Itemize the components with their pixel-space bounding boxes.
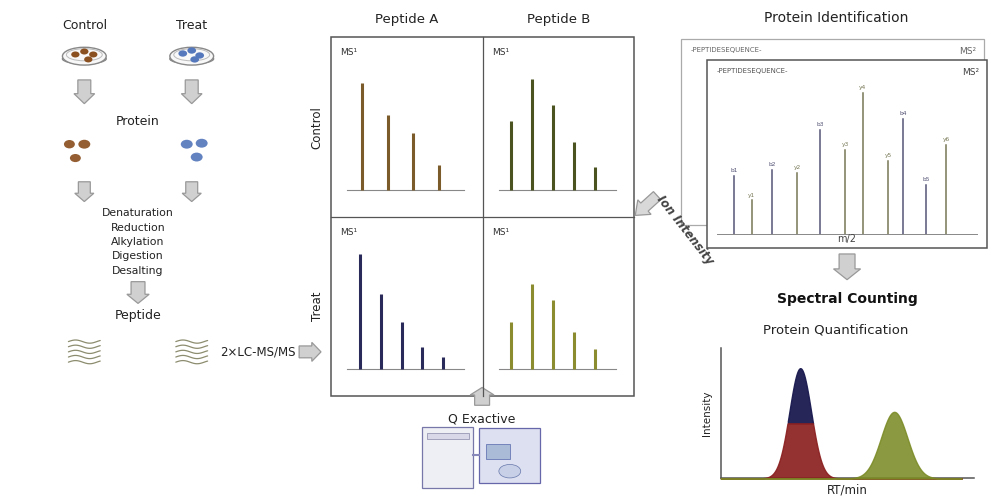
- Text: y5: y5: [884, 152, 892, 157]
- Ellipse shape: [64, 140, 75, 148]
- Ellipse shape: [178, 50, 187, 57]
- Text: m/2: m/2: [838, 234, 857, 244]
- Bar: [486, 444, 510, 459]
- Text: Peptide: Peptide: [115, 309, 161, 322]
- Text: MS²: MS²: [959, 47, 976, 56]
- Text: -PEPTIDESEQUENCE-: -PEPTIDESEQUENCE-: [717, 68, 788, 74]
- Text: Alkylation: Alkylation: [111, 237, 165, 247]
- Ellipse shape: [196, 139, 208, 148]
- Bar: [427, 433, 469, 439]
- Ellipse shape: [190, 56, 199, 62]
- Text: y6: y6: [943, 137, 950, 142]
- Text: b1: b1: [730, 168, 738, 173]
- Ellipse shape: [170, 47, 214, 65]
- Bar: [707, 60, 987, 248]
- Text: Protein Quantification: Protein Quantification: [763, 323, 909, 337]
- FancyArrow shape: [470, 387, 494, 405]
- Text: y3: y3: [841, 142, 849, 147]
- Ellipse shape: [70, 154, 81, 162]
- Text: Protein: Protein: [116, 115, 160, 128]
- Text: Q Exactive: Q Exactive: [448, 412, 516, 426]
- Bar: [422, 427, 473, 488]
- FancyArrow shape: [834, 254, 861, 280]
- Text: MS¹: MS¹: [340, 48, 357, 57]
- Text: Control: Control: [311, 106, 324, 148]
- Text: b2: b2: [768, 162, 776, 167]
- Ellipse shape: [62, 54, 106, 64]
- Bar: [681, 39, 984, 225]
- Ellipse shape: [181, 140, 193, 149]
- Text: b5: b5: [922, 177, 930, 182]
- Ellipse shape: [499, 464, 521, 478]
- Text: y4: y4: [762, 66, 769, 71]
- Text: y1: y1: [748, 193, 755, 198]
- Text: RT/min: RT/min: [827, 484, 868, 497]
- Ellipse shape: [62, 47, 106, 65]
- FancyArrow shape: [182, 182, 201, 202]
- Ellipse shape: [195, 52, 204, 59]
- FancyArrow shape: [181, 80, 202, 104]
- Text: MS¹: MS¹: [492, 228, 509, 236]
- Text: Treat: Treat: [311, 292, 324, 321]
- Text: Treat: Treat: [176, 19, 207, 32]
- Text: y2: y2: [793, 165, 801, 170]
- Text: b4: b4: [899, 111, 907, 116]
- FancyArrow shape: [75, 182, 94, 202]
- Text: -PEPTIDESEQUENCE-: -PEPTIDESEQUENCE-: [691, 47, 762, 53]
- Ellipse shape: [80, 48, 88, 54]
- Bar: [479, 428, 540, 483]
- Text: Digestion: Digestion: [112, 252, 164, 262]
- Text: 2×LC-MS/MS: 2×LC-MS/MS: [221, 346, 296, 358]
- Text: Denaturation: Denaturation: [102, 208, 174, 218]
- Text: Peptide A: Peptide A: [375, 13, 438, 26]
- Text: MS²: MS²: [962, 68, 979, 77]
- Ellipse shape: [187, 47, 196, 54]
- Ellipse shape: [71, 51, 80, 57]
- FancyArrow shape: [299, 343, 321, 361]
- Bar: [331, 37, 634, 396]
- Text: MS¹: MS¹: [492, 48, 509, 57]
- Text: Intensity: Intensity: [702, 390, 712, 436]
- Text: Desalting: Desalting: [112, 266, 164, 276]
- Text: Control: Control: [62, 19, 107, 32]
- Text: Ion Intensity: Ion Intensity: [654, 193, 716, 267]
- FancyArrow shape: [635, 192, 661, 215]
- Text: MS¹: MS¹: [340, 228, 357, 236]
- Text: Spectral Counting: Spectral Counting: [777, 292, 917, 306]
- Ellipse shape: [89, 51, 97, 57]
- FancyArrow shape: [74, 80, 95, 104]
- FancyArrow shape: [127, 282, 149, 303]
- Text: y4: y4: [859, 85, 866, 90]
- Ellipse shape: [191, 152, 203, 161]
- Ellipse shape: [170, 54, 214, 64]
- Text: b3: b3: [816, 122, 824, 127]
- Ellipse shape: [84, 56, 92, 62]
- Text: Reduction: Reduction: [111, 223, 165, 233]
- Text: Protein Identification: Protein Identification: [764, 11, 908, 25]
- Text: Peptide B: Peptide B: [527, 13, 590, 26]
- Ellipse shape: [78, 140, 90, 149]
